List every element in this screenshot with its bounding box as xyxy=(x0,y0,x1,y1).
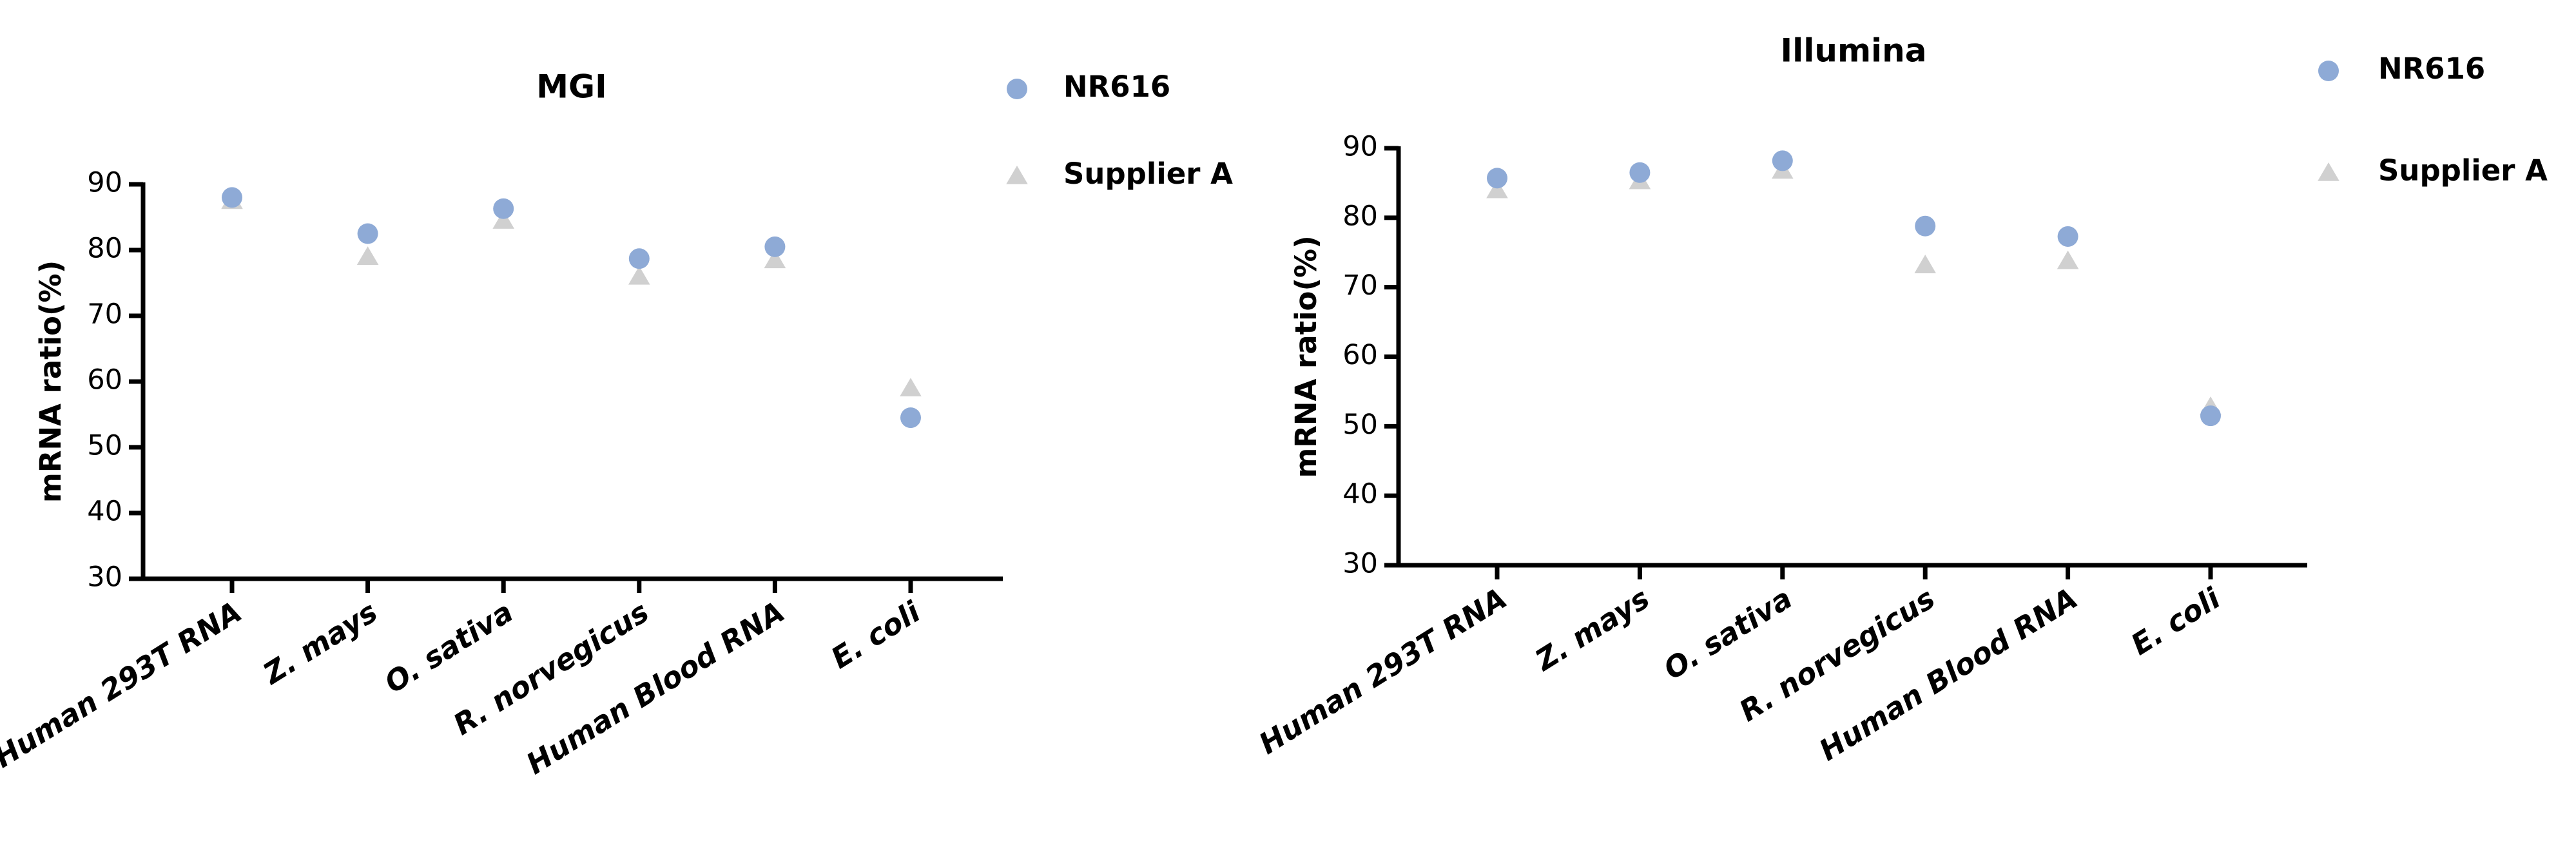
data-point xyxy=(764,236,786,257)
y-tick-label: 30 xyxy=(1342,548,1378,580)
x-tick-label: Human 293T RNA xyxy=(0,595,247,775)
y-tick-label: 40 xyxy=(87,496,122,528)
data-point xyxy=(2200,405,2221,427)
data-point xyxy=(492,210,514,229)
data-point xyxy=(900,378,922,396)
legend-marker xyxy=(1006,166,1028,184)
y-tick-label: 40 xyxy=(1342,478,1378,510)
x-tick-label: Z. mays xyxy=(1528,581,1655,679)
x-tick-label: Human Blood RNA xyxy=(520,595,790,781)
data-point xyxy=(493,198,514,219)
chart: Illumina mRNA ratio(%) 30 40 50 60 70 80 90 Human… xyxy=(1253,32,2548,768)
y-tick-label: 50 xyxy=(87,430,122,462)
data-point xyxy=(1914,255,1936,273)
data-point xyxy=(356,246,379,265)
x-tick-label: O. sativa xyxy=(1658,581,1798,687)
data-point xyxy=(357,223,378,244)
y-tick-label: 80 xyxy=(1342,200,1378,232)
data-point xyxy=(2057,250,2079,269)
legend-label: NR616 xyxy=(2378,52,2485,86)
data-point xyxy=(1487,168,1507,189)
data-point xyxy=(628,248,650,269)
x-tick-label: E. coli xyxy=(2125,581,2226,662)
y-tick-label: 80 xyxy=(87,233,122,265)
legend-label: Supplier A xyxy=(1063,157,1233,191)
y-tick-label: 50 xyxy=(1342,409,1378,441)
data-point xyxy=(900,407,921,429)
data-point xyxy=(1629,162,1651,183)
y-tick-label: 70 xyxy=(1342,269,1378,302)
y-tick-label: 30 xyxy=(87,561,122,594)
data-point xyxy=(222,187,242,208)
chart-title: Illumina xyxy=(1780,32,1926,70)
legend-label: Supplier A xyxy=(2378,153,2548,188)
data-point xyxy=(628,266,650,285)
y-axis-label: mRNA ratio(%) xyxy=(1289,235,1323,478)
chart: MGI mRNA ratio(%) 30 40 50 60 70 80 90 Human 293T… xyxy=(0,68,1233,781)
y-tick-label: 90 xyxy=(87,167,122,199)
legend-marker xyxy=(2318,61,2339,81)
chart-title: MGI xyxy=(536,68,606,106)
x-tick-label: E. coli xyxy=(825,594,926,675)
x-tick-label: Human 293T RNA xyxy=(1253,581,1513,761)
data-point xyxy=(1915,215,1936,237)
legend-marker xyxy=(1007,79,1027,99)
y-tick-label: 90 xyxy=(1342,131,1378,163)
y-tick-label: 70 xyxy=(87,298,122,331)
y-tick-label: 60 xyxy=(1342,339,1378,371)
data-point xyxy=(1772,150,1793,171)
y-axis-label: mRNA ratio(%) xyxy=(34,260,68,503)
y-tick-label: 60 xyxy=(87,364,122,396)
legend-label: NR616 xyxy=(1063,70,1170,104)
data-point xyxy=(764,249,786,269)
data-point xyxy=(2057,226,2078,247)
data-point xyxy=(1486,179,1508,199)
x-tick-label: Z. mays xyxy=(257,595,383,692)
x-tick-label: Human Blood RNA xyxy=(1814,581,2084,768)
legend-marker xyxy=(2318,162,2339,181)
